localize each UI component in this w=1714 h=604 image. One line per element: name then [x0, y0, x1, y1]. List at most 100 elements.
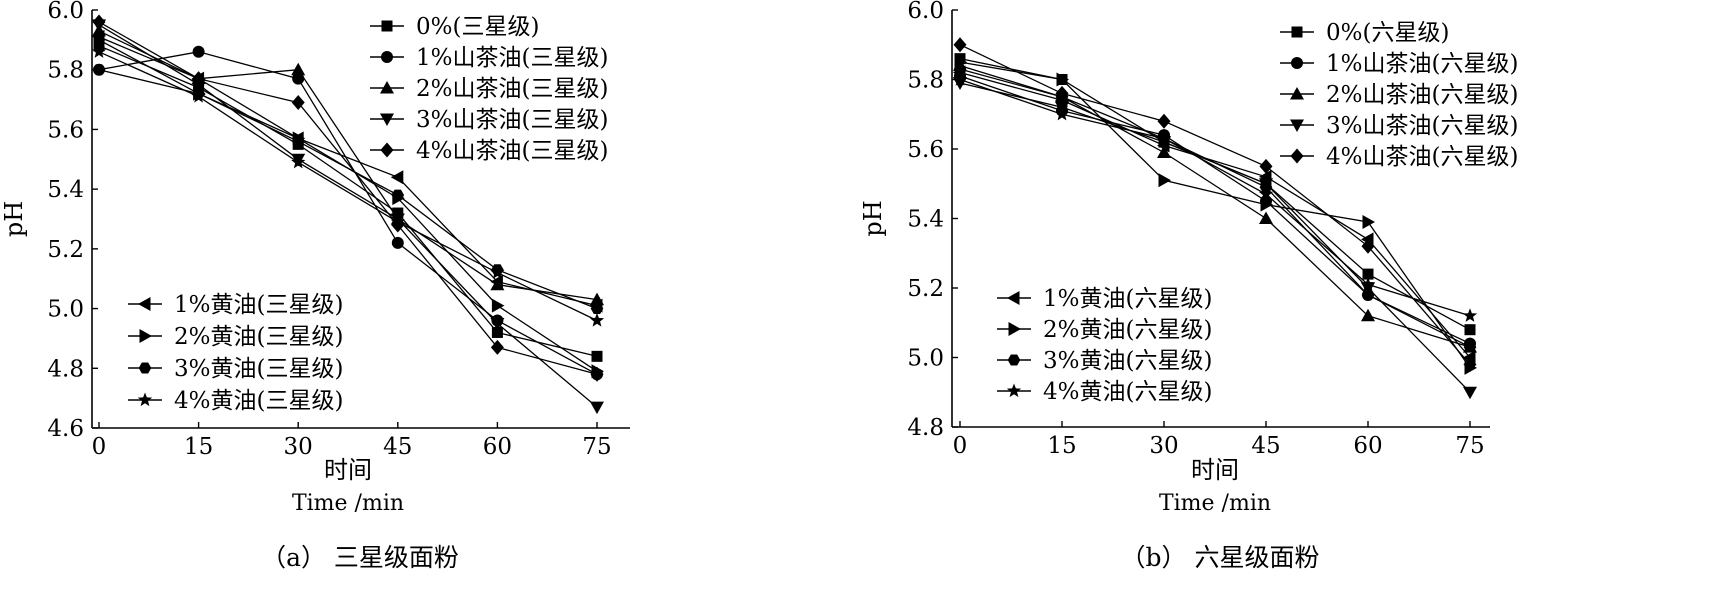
legend-marker-triangle-right [1008, 322, 1021, 336]
legend-marker-hexagon [138, 362, 152, 374]
series-circle [954, 70, 1476, 350]
data-point-triangle-left [390, 170, 404, 185]
legend-marker-hexagon [1007, 354, 1021, 366]
legend-marker-star [137, 392, 153, 407]
y-tick-label: 5.8 [47, 58, 84, 84]
legend-marker-triangle-up [1290, 87, 1304, 100]
x-tick-label: 30 [284, 434, 313, 460]
legend-label: 3%黄油(六星级) [1043, 348, 1212, 374]
data-point-hexagon [92, 64, 106, 76]
data-point-triangle-right [1362, 214, 1375, 229]
data-point-circle [292, 72, 305, 85]
legend-marker-triangle-left [1007, 291, 1020, 305]
legend-marker-triangle-down [1290, 119, 1304, 132]
data-point-star [490, 265, 505, 279]
series-line [98, 36, 598, 307]
data-point-triangle-left [1463, 350, 1476, 365]
x-tick-label: 15 [184, 434, 213, 460]
legend-entry: 3%黄油(六星级) [997, 348, 1212, 374]
series-line [959, 71, 1471, 358]
legend-label: 0%(三星级) [416, 14, 539, 40]
data-point-diamond [92, 14, 106, 30]
legend-label: 0%(六星级) [1326, 20, 1449, 46]
x-axis-label-cn: 时间 [324, 456, 372, 484]
series-line [98, 51, 598, 375]
legend-marker-star [1006, 383, 1022, 398]
data-point-hexagon [1361, 289, 1375, 301]
legend-entry: 1%山茶油(三星级) [370, 45, 608, 71]
x-tick-label: 60 [483, 434, 512, 460]
x-tick-label: 75 [1455, 433, 1484, 459]
data-point-triangle-down [1463, 386, 1477, 400]
y-tick-label: 5.4 [47, 177, 84, 203]
series-line [98, 51, 598, 322]
data-point-triangle-right [1056, 72, 1069, 87]
y-tick-label: 5.4 [907, 207, 944, 233]
series-star [91, 44, 605, 327]
legend-marker-circle [381, 51, 393, 63]
y-tick-label: 4.8 [907, 415, 944, 441]
data-point-hexagon [590, 303, 604, 315]
legend-label: 1%黄油(三星级) [174, 292, 343, 318]
legend-entry: 4%山茶油(三星级) [370, 138, 608, 164]
series-line [959, 78, 1471, 317]
legend-entry: 0%(三星级) [370, 14, 539, 40]
legend-label: 1%山茶油(三星级) [416, 45, 608, 71]
data-point-hexagon [291, 135, 305, 147]
legend-label: 2%山茶油(三星级) [416, 76, 608, 102]
chart-b: 4.8 5.0 5.2 5.4 5.6 5.8 6.0 0 15 30 45 60 75 pH 时间 Time… [859, 0, 1518, 572]
legend-label: 1%山茶油(六星级) [1326, 51, 1518, 77]
data-point-hexagon [953, 63, 967, 75]
data-point-circle [192, 45, 205, 58]
series-line [98, 21, 598, 375]
legend-entry: 2%黄油(三星级) [128, 324, 343, 350]
series-line [959, 44, 1471, 365]
y-tick-label: 5.0 [47, 297, 84, 323]
chart-caption: （a） 三星级面粉 [261, 543, 459, 572]
data-point-star [952, 72, 968, 86]
legend-entry: 2%黄油(六星级) [997, 317, 1212, 343]
y-tick-label: 5.6 [47, 117, 84, 143]
data-point-triangle-right [1260, 197, 1273, 212]
data-point-square [1362, 268, 1374, 280]
data-point-diamond [1259, 158, 1273, 174]
x-axis-label-cn: 时间 [1191, 456, 1239, 484]
legend-entry: 4%黄油(六星级) [997, 379, 1212, 405]
data-point-diamond [291, 95, 305, 111]
legend-entry: 1%山茶油(六星级) [1280, 51, 1518, 77]
y-axis-label: pH [0, 201, 28, 237]
y-tick-label: 5.0 [907, 346, 944, 372]
legend-label: 4%黄油(三星级) [174, 388, 343, 414]
series-triangle-left [953, 65, 1476, 365]
x-tick-label: 15 [1047, 433, 1076, 459]
data-point-triangle-up [1157, 145, 1171, 158]
legend-entry: 3%山茶油(六星级) [1280, 113, 1518, 139]
chart-a: 4.6 4.8 5.0 5.2 5.4 5.6 5.8 6.0 0 15 30 45 60 75 pH 时间 T… [0, 0, 630, 572]
data-point-diamond [490, 339, 504, 355]
x-tick-label: 60 [1353, 433, 1382, 459]
legend-label: 3%山茶油(六星级) [1326, 113, 1518, 139]
data-point-triangle-down [490, 318, 505, 331]
series-triangle-left [92, 29, 603, 313]
x-tick-label: 30 [1149, 433, 1178, 459]
y-axis-label: pH [859, 200, 887, 236]
legend-marker-diamond [1290, 148, 1304, 164]
data-point-hexagon [1463, 341, 1477, 353]
x-tick-label: 75 [582, 434, 611, 460]
data-point-star [1258, 186, 1274, 201]
legend-label: 2%山茶油(六星级) [1326, 82, 1518, 108]
series-line [959, 68, 1471, 348]
legend-entry: 1%黄油(三星级) [128, 292, 343, 318]
data-point-star [589, 313, 605, 327]
legend-marker-circle [1291, 57, 1303, 69]
data-point-triangle-down [590, 401, 604, 415]
data-point-triangle-right [491, 298, 505, 313]
legend-entry: 4%山茶油(六星级) [1280, 144, 1518, 170]
legend-marker-diamond [380, 142, 394, 158]
legend-marker-triangle-down [380, 113, 394, 126]
legend-label: 4%山茶油(六星级) [1326, 144, 1518, 170]
data-point-triangle-up [1361, 308, 1375, 322]
legend-entry: 4%黄油(三星级) [128, 388, 343, 414]
data-point-star [291, 154, 306, 169]
data-point-square [491, 326, 503, 338]
